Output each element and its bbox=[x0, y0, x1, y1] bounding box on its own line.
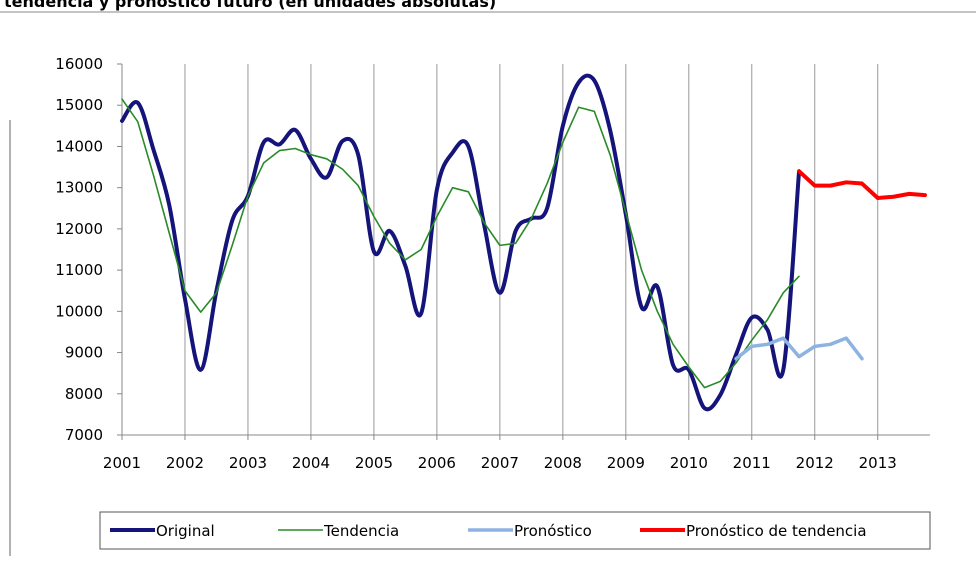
x-tick-label: 2005 bbox=[355, 454, 393, 472]
y-tick-label: 16000 bbox=[55, 55, 103, 73]
x-tick-label: 2006 bbox=[418, 454, 456, 472]
x-tick-label: 2009 bbox=[607, 454, 645, 472]
y-tick-label: 11000 bbox=[55, 261, 103, 279]
y-tick-label: 14000 bbox=[55, 137, 103, 155]
y-tick-label: 15000 bbox=[55, 96, 103, 114]
y-tick-label: 8000 bbox=[65, 385, 103, 403]
legend-label: Pronóstico bbox=[514, 522, 592, 540]
x-tick-label: 2003 bbox=[229, 454, 267, 472]
x-tick-label: 2001 bbox=[103, 454, 141, 472]
series-line bbox=[734, 336, 864, 361]
legend-box bbox=[99, 511, 931, 550]
legend-label: Pronóstico de tendencia bbox=[686, 522, 867, 540]
legend-label: Original bbox=[156, 522, 215, 540]
series-line bbox=[797, 169, 927, 200]
y-tick-label: 13000 bbox=[55, 179, 103, 197]
x-tick-label: 2004 bbox=[292, 454, 330, 472]
x-tick-label: 2013 bbox=[859, 454, 897, 472]
y-tick-label: 9000 bbox=[65, 344, 103, 362]
y-tick-label: 12000 bbox=[55, 220, 103, 238]
series-line bbox=[121, 98, 800, 389]
chart-title: tendencia y pronóstico futuro (en unidad… bbox=[4, 0, 496, 11]
legend-label: Tendencia bbox=[323, 522, 399, 540]
series-line bbox=[120, 73, 802, 412]
x-tick-label: 2002 bbox=[166, 454, 204, 472]
x-tick-label: 2010 bbox=[670, 454, 708, 472]
x-tick-label: 2008 bbox=[544, 454, 582, 472]
y-tick-label: 10000 bbox=[55, 302, 103, 320]
x-tick-label: 2007 bbox=[481, 454, 519, 472]
x-tick-label: 2012 bbox=[796, 454, 834, 472]
x-tick-label: 2011 bbox=[733, 454, 771, 472]
y-tick-label: 7000 bbox=[65, 426, 103, 444]
